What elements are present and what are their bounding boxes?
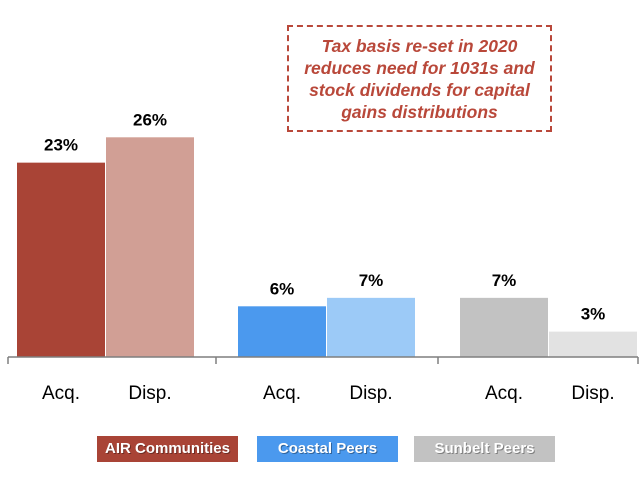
data-label-air-communities-disp: 26%	[133, 110, 167, 129]
data-label-coastal-peers-acq: 6%	[270, 279, 295, 298]
tick-label-sunbelt-peers-disp: Disp.	[571, 383, 614, 404]
data-label-air-communities-acq: 23%	[44, 136, 78, 155]
data-label-sunbelt-peers-disp: 3%	[581, 305, 606, 324]
tick-label-sunbelt-peers-acq: Acq.	[485, 383, 523, 404]
legend-sunbelt-peers: Sunbelt Peers	[414, 436, 555, 462]
legend-coastal-peers: Coastal Peers	[257, 436, 398, 462]
chart-legend: AIR Communities Coastal Peers Sunbelt Pe…	[0, 436, 640, 462]
data-label-coastal-peers-disp: 7%	[359, 271, 384, 290]
chart-annotation: Tax basis re-set in 2020 reduces need fo…	[287, 25, 552, 132]
tick-label-air-communities-disp: Disp.	[128, 383, 171, 404]
bar-air-communities-disp	[106, 137, 194, 357]
tick-label-air-communities-acq: Acq.	[42, 383, 80, 404]
bar-sunbelt-peers-disp	[549, 331, 637, 357]
tick-label-coastal-peers-acq: Acq.	[263, 383, 301, 404]
bar-coastal-peers-acq	[238, 306, 326, 357]
tick-label-coastal-peers-disp: Disp.	[349, 383, 392, 404]
data-label-sunbelt-peers-acq: 7%	[492, 271, 517, 290]
bar-sunbelt-peers-acq	[460, 297, 548, 357]
bar-coastal-peers-disp	[327, 297, 415, 357]
bar-air-communities-acq	[17, 162, 105, 357]
legend-air-communities: AIR Communities	[97, 436, 238, 462]
